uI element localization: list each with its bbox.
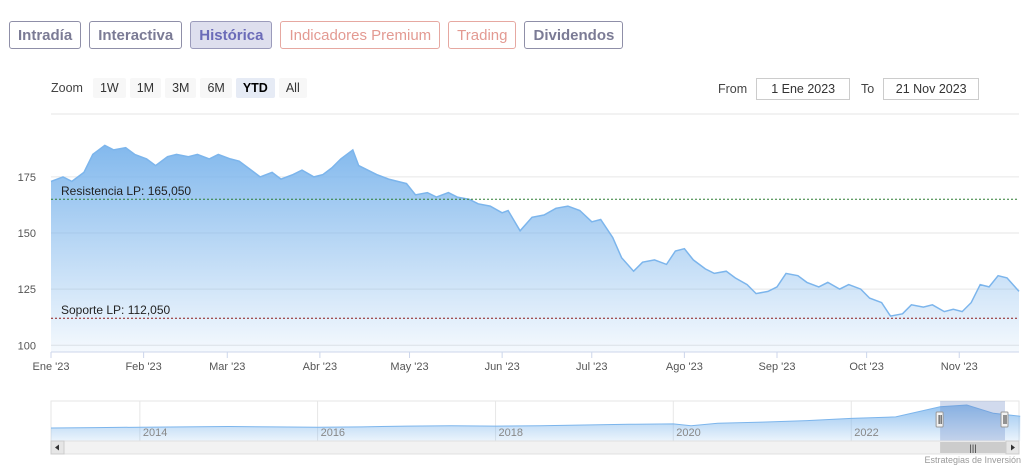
tab-1[interactable]: Interactiva: [89, 21, 183, 49]
nav-tick-label-4: 2022: [854, 427, 878, 439]
series-area: [51, 145, 1019, 352]
annotation-label-0: Resistencia LP: 165,050: [61, 184, 191, 198]
x-tick-label-0: Ene '23: [33, 361, 70, 373]
from-date-input[interactable]: 1 Ene 2023: [756, 78, 851, 100]
from-label: From: [718, 82, 748, 96]
x-tick-label-8: Sep '23: [759, 361, 796, 373]
zoom-selector: Zoom 1W 1M 3M 6M YTD All: [51, 78, 307, 98]
annotation-label-1: Soporte LP: 112,050: [61, 303, 171, 317]
series-line: [50, 144, 1020, 317]
tab-3[interactable]: Indicadores Premium: [280, 21, 441, 49]
zoom-button-2[interactable]: 3M: [165, 78, 197, 98]
scrollbar-left-button[interactable]: [50, 440, 65, 455]
y-tick-label-3: 175: [18, 172, 36, 184]
tab-0[interactable]: Intradía: [9, 21, 82, 49]
nav-tick-label-3: 2020: [676, 427, 700, 439]
nav-tick-label-1: 2016: [321, 427, 345, 439]
navigator-handle-0[interactable]: [935, 411, 944, 428]
zoom-buttons: 1W 1M 3M 6M YTD All: [92, 78, 307, 98]
x-tick-label-2: Mar '23: [209, 361, 245, 373]
scrollbar-right-arrow-icon: [1011, 444, 1015, 451]
navigator-frame: [50, 400, 1020, 442]
tab-5[interactable]: Dividendos: [524, 21, 624, 49]
to-label: To: [861, 82, 875, 96]
nav-tick-label-2: 2018: [499, 427, 523, 439]
zoom-button-5[interactable]: All: [278, 78, 307, 98]
x-tick-label-9: Oct '23: [849, 361, 884, 373]
y-tick-label-2: 150: [18, 228, 36, 240]
zoom-button-1[interactable]: 1M: [129, 78, 162, 98]
navigator-line: [50, 404, 1021, 429]
x-tick-label-10: Nov '23: [941, 361, 978, 373]
navigator-area: [51, 405, 1021, 441]
range-to: To 21 Nov 2023: [861, 78, 980, 100]
zoom-button-0[interactable]: 1W: [92, 78, 126, 98]
scrollbar-grip-icon: |||: [970, 443, 977, 453]
zoom-button-3[interactable]: 6M: [200, 78, 232, 98]
zoom-label: Zoom: [51, 81, 83, 95]
scrollbar-right-button[interactable]: [1005, 440, 1020, 455]
navigator-handle-1[interactable]: [1000, 411, 1009, 428]
scrollbar-left-arrow-icon: [55, 444, 59, 451]
tab-2[interactable]: Histórica: [190, 21, 273, 49]
navigator-selection[interactable]: [940, 401, 1005, 441]
chart-tabs: Intradía Interactiva Histórica Indicadores …: [9, 21, 624, 49]
x-tick-label-3: Abr '23: [303, 361, 338, 373]
x-tick-label-5: Jun '23: [485, 361, 520, 373]
credit-text: Estrategias de Inversión: [924, 455, 1021, 465]
scrollbar-thumb[interactable]: [940, 442, 1006, 453]
zoom-button-4[interactable]: YTD: [235, 78, 275, 98]
y-tick-label-0: 100: [18, 340, 36, 352]
scrollbar-track[interactable]: [50, 440, 1020, 455]
y-tick-label-1: 125: [18, 284, 36, 296]
x-tick-label-4: May '23: [390, 361, 428, 373]
x-tick-label-1: Feb '23: [125, 361, 161, 373]
x-tick-label-6: Jul '23: [576, 361, 607, 373]
to-date-input[interactable]: 21 Nov 2023: [883, 78, 980, 100]
x-tick-label-7: Ago '23: [666, 361, 703, 373]
range-from: From 1 Ene 2023: [718, 78, 851, 100]
nav-tick-label-0: 2014: [143, 427, 167, 439]
tab-4[interactable]: Trading: [448, 21, 517, 49]
